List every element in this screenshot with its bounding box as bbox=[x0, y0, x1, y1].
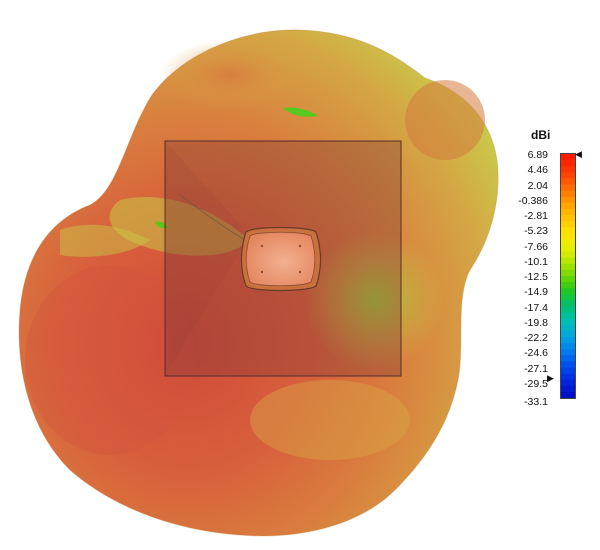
colorbar-step bbox=[561, 184, 575, 192]
colorbar-tick-label: -17.4 bbox=[524, 301, 548, 314]
colorbar-step bbox=[561, 245, 575, 253]
colorbar-tick-label: -27.1 bbox=[524, 362, 548, 375]
colorbar-tick-label: -12.5 bbox=[524, 271, 548, 283]
colorbar-step bbox=[561, 318, 575, 326]
colorbar-tick-label: -7.66 bbox=[524, 240, 548, 253]
colorbar-max-marker: ◀ bbox=[575, 149, 582, 159]
colorbar-step bbox=[561, 343, 575, 350]
colorbar-step bbox=[561, 178, 575, 186]
colorbar-step bbox=[561, 300, 575, 308]
colorbar-tick-label: -10.1 bbox=[524, 255, 548, 268]
left-lobe-shading bbox=[25, 265, 195, 455]
colorbar-tick-label: -19.8 bbox=[524, 316, 548, 329]
contour-band bbox=[60, 224, 150, 257]
colorbar-tick-label: 4.46 bbox=[527, 164, 548, 177]
legend-unit-label: dBi bbox=[531, 128, 551, 142]
colorbar-min-marker: ▶ bbox=[547, 373, 554, 383]
colorbar-step bbox=[561, 263, 575, 271]
colorbar-step bbox=[561, 361, 575, 369]
colorbar-step bbox=[561, 330, 575, 338]
colorbar-step bbox=[561, 373, 575, 381]
colorbar bbox=[560, 153, 576, 399]
colorbar-step bbox=[561, 160, 575, 167]
colorbar-tick-label: -0.386 bbox=[518, 194, 548, 207]
colorbar-step bbox=[561, 385, 575, 393]
colorbar-step bbox=[561, 349, 575, 356]
colorbar-tick-label: -33.1 bbox=[524, 396, 548, 408]
colorbar-step bbox=[561, 306, 575, 314]
colorbar-step bbox=[561, 282, 575, 289]
colorbar-step bbox=[561, 208, 575, 216]
colorbar-step bbox=[561, 233, 575, 240]
upper-right-lobe-shading bbox=[405, 80, 485, 160]
colorbar-step bbox=[561, 202, 575, 210]
colorbar-step bbox=[561, 257, 575, 265]
colorbar-tick-label: 6.89 bbox=[527, 149, 548, 161]
upper-lobe-shading bbox=[160, 40, 300, 110]
colorbar-tick-label: 2.04 bbox=[527, 179, 548, 192]
antenna-device bbox=[240, 226, 322, 292]
colorbar-step bbox=[561, 367, 575, 375]
colorbar-step bbox=[561, 379, 575, 387]
colorbar-step bbox=[561, 324, 575, 332]
colorbar-step bbox=[561, 269, 575, 277]
green-null-top bbox=[283, 107, 318, 117]
colorbar-step bbox=[561, 391, 575, 398]
colorbar-step bbox=[561, 172, 575, 179]
colorbar-step bbox=[561, 251, 575, 259]
lower-right-band bbox=[250, 380, 410, 460]
right-green-region bbox=[305, 230, 445, 370]
colorbar-tick-label: -14.9 bbox=[524, 286, 548, 299]
colorbar-step bbox=[561, 154, 575, 161]
colorbar-step bbox=[561, 215, 575, 222]
colorbar-tick-label: -29.5 bbox=[524, 377, 548, 390]
colorbar-step bbox=[561, 288, 575, 295]
colorbar-step bbox=[561, 166, 575, 173]
colorbar-tick-label: -2.81 bbox=[524, 210, 548, 222]
colorbar-step bbox=[561, 196, 575, 204]
colorbar-step bbox=[561, 355, 575, 362]
colorbar-step bbox=[561, 337, 575, 344]
colorbar-step bbox=[561, 221, 575, 228]
colorbar-step bbox=[561, 276, 575, 283]
colorbar-step bbox=[561, 239, 575, 247]
colorbar-step bbox=[561, 312, 575, 320]
feed-line bbox=[179, 194, 246, 241]
colorbar-tick-label: -22.2 bbox=[524, 332, 548, 344]
colorbar-step bbox=[561, 227, 575, 234]
colorbar-tick-label: -5.23 bbox=[524, 225, 548, 238]
colorbar-step bbox=[561, 190, 575, 198]
colorbar-step bbox=[561, 294, 575, 301]
colorbar-tick-label: -24.6 bbox=[524, 347, 548, 360]
